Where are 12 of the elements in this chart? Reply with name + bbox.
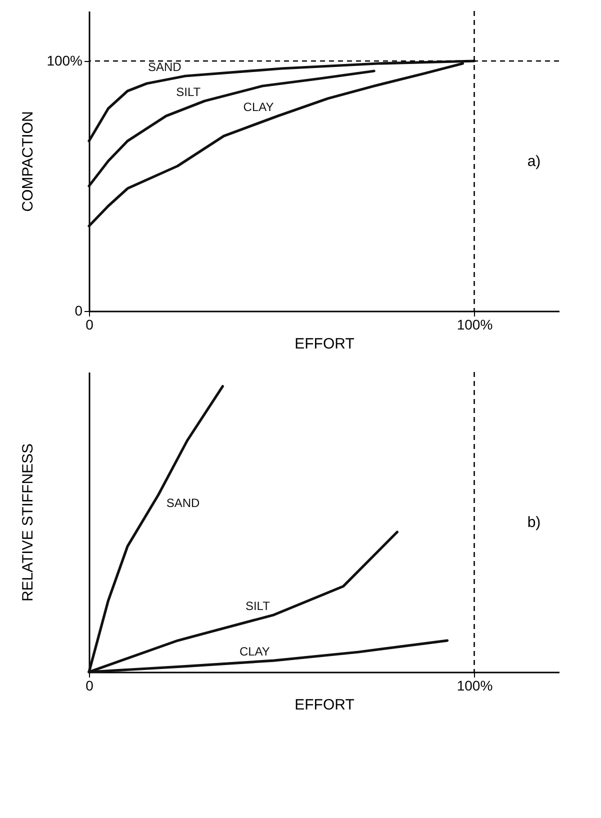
series-label: SAND	[166, 496, 200, 510]
annotation: a)	[527, 153, 541, 170]
series-label: CLAY	[243, 100, 274, 114]
series-label: CLAY	[239, 644, 270, 659]
y-axis-title: RELATIVE STIFFNESS	[20, 443, 36, 602]
series-label: SILT	[176, 85, 202, 99]
series-label: SILT	[245, 598, 271, 613]
x-axis-title: EFFORT	[294, 696, 354, 714]
x-axis-title: EFFORT	[294, 336, 354, 352]
annotation: b)	[527, 514, 541, 531]
y-axis-title: COMPACTION	[20, 111, 36, 212]
series-label: SAND	[148, 60, 182, 74]
